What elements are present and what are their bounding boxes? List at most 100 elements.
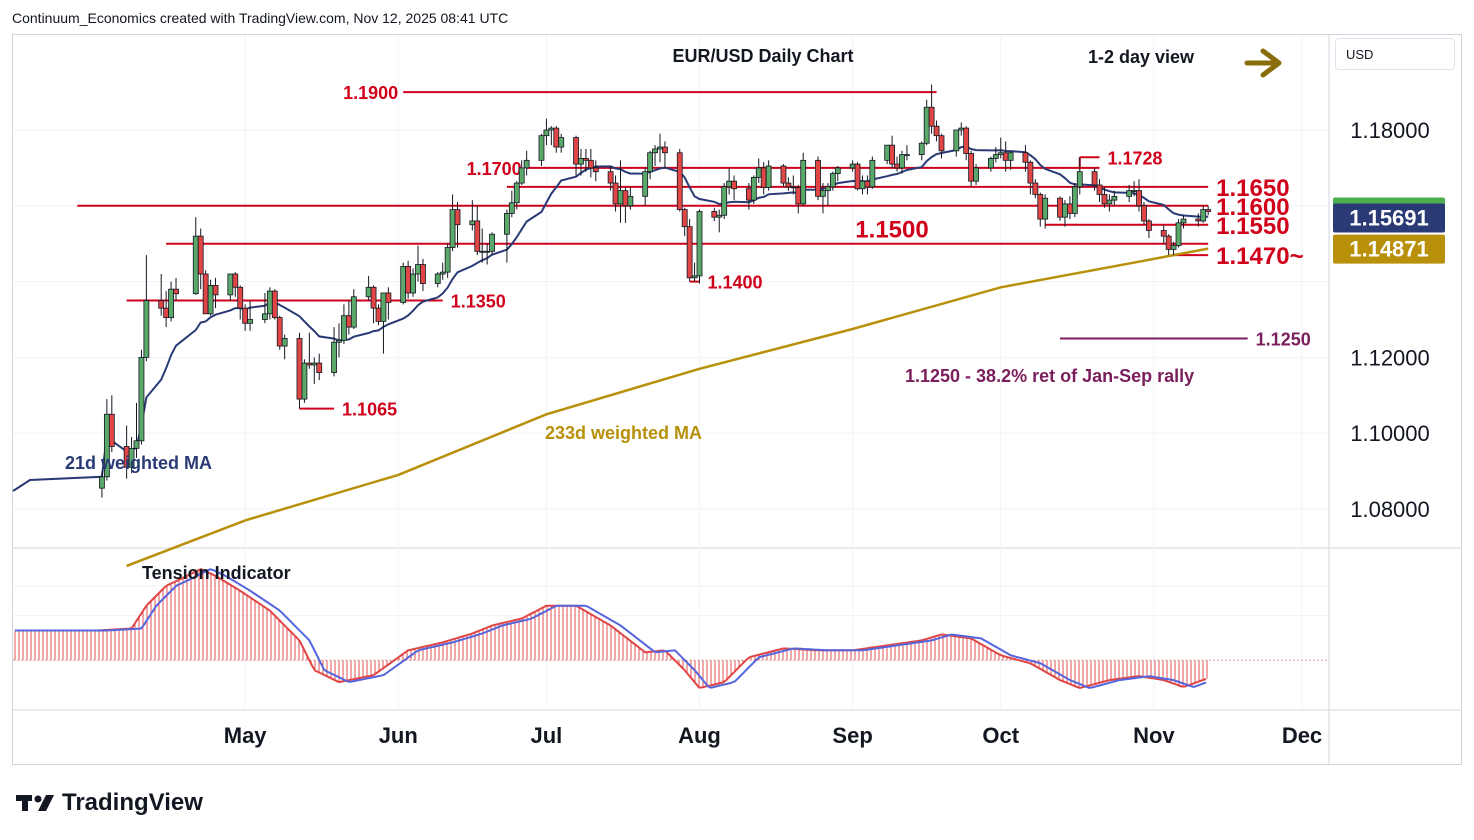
candle-body	[503, 212, 510, 235]
candle-body	[642, 171, 649, 197]
level-label: 1.1500	[855, 217, 928, 244]
arrow-right-icon	[1244, 48, 1282, 78]
chart-subtitle: 1-2 day view	[1088, 47, 1195, 67]
candle-body	[800, 159, 807, 205]
level-label: 1.1900	[343, 83, 398, 103]
candle-body	[301, 362, 308, 400]
candle-body	[138, 356, 145, 442]
candle-body	[820, 190, 826, 197]
candle-body	[790, 186, 797, 189]
candle-body	[1057, 197, 1063, 218]
chart-frame	[12, 34, 1462, 765]
level-label: 1.1350	[451, 292, 506, 312]
candle-body	[592, 167, 599, 173]
level-label: 1.1400	[708, 273, 763, 293]
candle-body	[1170, 245, 1177, 250]
candle-body	[578, 158, 584, 165]
candle-body	[696, 211, 703, 277]
candle-body	[262, 313, 268, 320]
candle-body	[434, 273, 441, 284]
candle-body	[168, 288, 174, 319]
candle-body	[750, 176, 757, 201]
candle-body	[128, 447, 135, 468]
candle-body	[1200, 209, 1207, 222]
candle-body	[938, 135, 945, 152]
candle-body	[558, 137, 565, 148]
candle-body	[731, 180, 737, 190]
candle-body	[1126, 190, 1133, 197]
candle-body	[760, 167, 767, 189]
level-label: 1.1065	[342, 400, 397, 420]
tradingview-logo: TradingView	[16, 789, 203, 817]
candle-body	[420, 264, 426, 284]
candle-body	[973, 167, 979, 182]
candle-body	[676, 152, 683, 210]
candle-body	[296, 338, 303, 400]
currency-selector[interactable]: USD	[1335, 38, 1455, 70]
candle-body	[1106, 199, 1113, 205]
candle-body	[484, 250, 491, 253]
candle-body	[622, 190, 629, 207]
candle-body	[1101, 194, 1108, 205]
level-label: 1.1550	[1216, 213, 1289, 240]
candle-body	[721, 186, 728, 216]
time-tick-label: Oct	[982, 723, 1019, 748]
candle-body	[375, 307, 382, 322]
candle-body	[415, 264, 421, 275]
candle-body	[815, 159, 821, 197]
retracement-note: 1.1250 - 38.2% ret of Jan-Sep rally	[905, 366, 1194, 386]
candle-body	[662, 146, 668, 154]
candle-body	[266, 290, 273, 315]
price-tick-label: 1.12000	[1350, 345, 1430, 370]
candle-body	[232, 273, 239, 288]
tension-signal-line	[15, 568, 1207, 689]
candle-body	[657, 146, 663, 150]
candle-body	[928, 106, 935, 127]
candle-body	[405, 266, 412, 294]
price-tick-label: 1.18000	[1350, 118, 1430, 143]
ma21-label: 21d weighted MA	[65, 453, 212, 473]
candle-body	[336, 339, 342, 343]
candle-body	[237, 286, 244, 309]
candle-body	[311, 362, 318, 366]
candle-body	[1037, 194, 1044, 220]
candle-body	[227, 273, 234, 296]
candle-body	[1131, 190, 1137, 193]
candle-body	[1141, 205, 1147, 222]
candle-body	[158, 300, 165, 309]
candle-body	[854, 163, 861, 190]
candle-body	[627, 195, 634, 207]
candle-body	[99, 476, 105, 489]
candle-body	[711, 211, 718, 218]
candle-body	[1205, 209, 1212, 212]
candle-body	[247, 319, 253, 324]
candle-body	[652, 148, 658, 154]
tradingview-brand: TradingView	[62, 789, 203, 816]
candle-body	[410, 273, 416, 294]
time-tick-label: Jul	[531, 723, 563, 748]
candle-body	[992, 154, 999, 159]
candle-body	[276, 317, 283, 347]
candle-body	[331, 341, 337, 373]
candle-body	[365, 286, 372, 298]
candle-body	[765, 165, 772, 189]
candle-body	[513, 182, 520, 204]
candle-body	[1062, 203, 1068, 218]
candle-body	[207, 284, 214, 315]
candle-body	[617, 190, 624, 205]
candle-body	[1071, 186, 1078, 214]
candle-body	[686, 226, 693, 279]
candle-body	[306, 362, 313, 366]
candle-body	[212, 284, 219, 296]
candle-body	[785, 182, 792, 188]
candle-body	[1111, 195, 1118, 201]
candle-body	[869, 159, 876, 188]
time-tick-label: May	[224, 723, 268, 748]
candle-body	[489, 233, 495, 252]
price-badge-label: 1.14871	[1349, 237, 1429, 262]
candle-body	[479, 250, 486, 253]
candle-body	[849, 163, 856, 169]
candle-body	[716, 214, 723, 218]
level-label: 1.1650	[1216, 175, 1289, 202]
